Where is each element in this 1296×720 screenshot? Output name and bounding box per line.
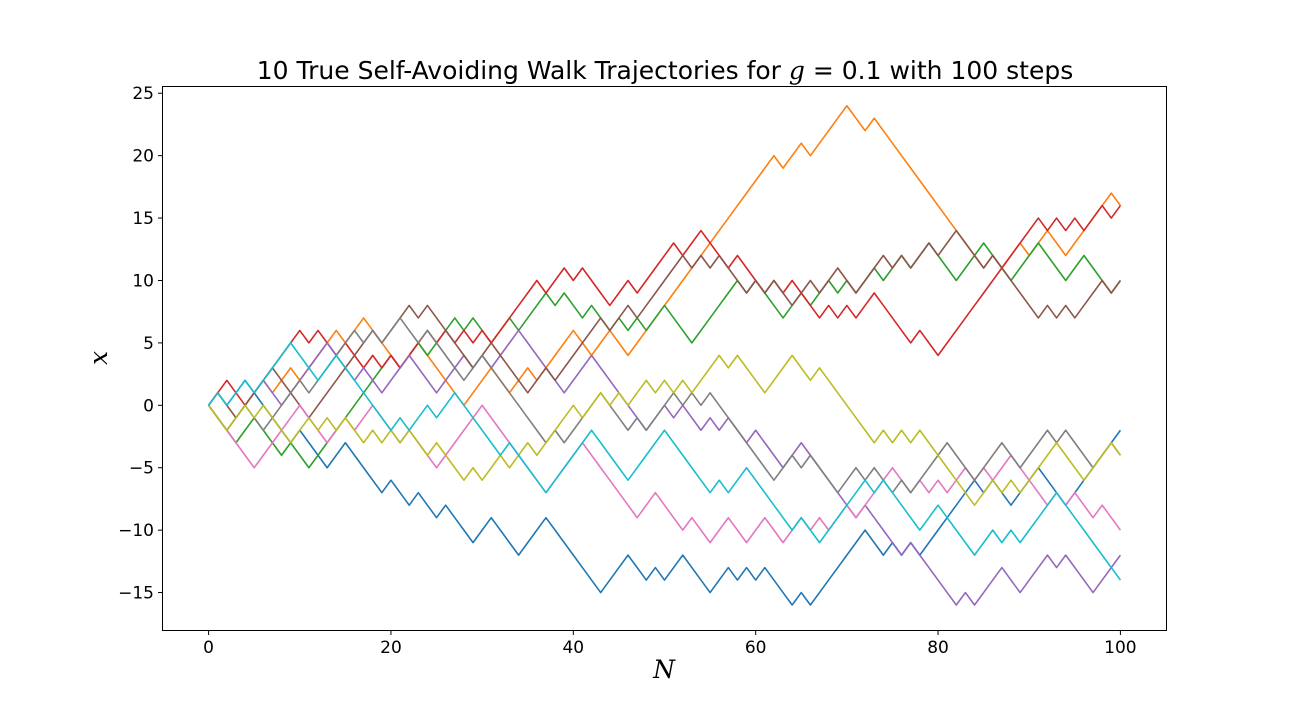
y-tick-label: 15 — [132, 209, 154, 229]
y-axis-label: x — [84, 351, 113, 365]
trajectory-line-8 — [207, 317, 1122, 494]
trajectory-line-10 — [207, 342, 1122, 581]
chart-title-prefix: 10 True Self-Avoiding Walk Trajectories … — [257, 56, 789, 85]
y-tick-label: −5 — [129, 459, 154, 479]
x-tick-label: 80 — [927, 638, 949, 658]
y-tick-label: −10 — [118, 521, 154, 541]
trajectory-line-6 — [207, 229, 1122, 419]
y-tick-label: 5 — [143, 334, 154, 354]
y-axis-ticks: −15 −10 −5 0 5 10 15 20 25 — [118, 84, 163, 604]
x-tick-label: 100 — [1104, 638, 1136, 658]
chart-title: 10 True Self-Avoiding Walk Trajectories … — [257, 56, 1073, 85]
trajectory-line-4 — [207, 204, 1122, 407]
x-tick-label: 0 — [203, 638, 214, 658]
y-tick-label: −15 — [118, 584, 154, 604]
trajectory-line-3 — [207, 242, 1122, 469]
y-tick-label: 25 — [132, 84, 154, 104]
x-axis-ticks: 0 20 40 60 80 100 — [203, 630, 1137, 658]
x-tick-label: 60 — [745, 638, 767, 658]
chart-title-suffix: = 0.1 with 100 steps — [805, 56, 1073, 85]
x-tick-label: 40 — [562, 638, 584, 658]
plot-series-group — [207, 104, 1122, 606]
x-axis-label: N — [652, 655, 676, 684]
trajectory-line-9 — [207, 354, 1122, 506]
y-tick-label: 20 — [132, 147, 154, 167]
plot-area-frame — [162, 86, 1167, 631]
chart-title-symbol: g — [789, 56, 805, 85]
trajectory-line-1 — [207, 379, 1122, 606]
y-tick-label: 0 — [143, 396, 154, 416]
y-tick-label: 10 — [132, 271, 154, 291]
x-tick-label: 20 — [380, 638, 402, 658]
